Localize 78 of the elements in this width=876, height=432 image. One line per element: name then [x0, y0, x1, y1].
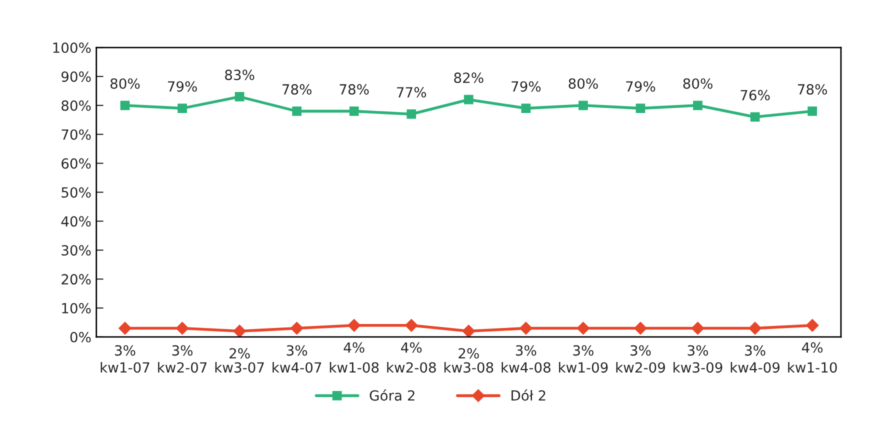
legend-label: Dół 2: [512, 389, 546, 401]
point: [464, 94, 474, 104]
point: [750, 112, 760, 122]
data-label: 4%: [344, 342, 364, 353]
point: [404, 318, 418, 332]
point: [406, 109, 416, 119]
data-label: 3%: [573, 345, 594, 356]
data-label: 78%: [798, 84, 827, 95]
data-label: 3%: [172, 345, 193, 356]
data-label: 3%: [745, 345, 766, 356]
x-tick-label: kw1-08: [330, 362, 379, 373]
data-label: 3%: [688, 345, 708, 356]
data-label: 76%: [740, 90, 770, 100]
point: [691, 322, 704, 335]
data-label: 80%: [683, 78, 712, 89]
x-tick-label: kw4-07: [272, 362, 322, 373]
point: [636, 104, 646, 113]
x-tick-label: kw3-09: [674, 362, 722, 373]
x-tick-label: kw4-08: [502, 362, 550, 373]
x-tick-label: kw2-07: [158, 362, 207, 373]
y-tick-label: 60%: [62, 158, 91, 169]
point: [634, 322, 647, 335]
point: [234, 92, 244, 102]
x-tick-label: kw4-09: [730, 362, 780, 373]
point: [693, 100, 702, 110]
point: [118, 322, 132, 335]
data-label: 3%: [115, 345, 136, 356]
x-tick-label: kw2-09: [616, 362, 665, 373]
data-label: 79%: [512, 81, 541, 92]
y-tick-label: 70%: [62, 129, 91, 140]
y-tick-label: 90%: [62, 71, 91, 82]
point: [348, 318, 361, 332]
y-tick-label: 50%: [62, 187, 91, 198]
data-label: 3%: [630, 345, 651, 356]
data-label: 3%: [516, 345, 536, 356]
point: [462, 324, 476, 337]
x-tick-label: kw3-07: [215, 362, 264, 373]
data-label: 77%: [397, 87, 426, 98]
data-label: 80%: [110, 78, 140, 89]
x-tick-label: kw1-09: [559, 362, 608, 373]
data-label: 82%: [454, 72, 484, 84]
data-label: 4%: [401, 342, 422, 353]
data-label: 83%: [225, 70, 254, 80]
point: [178, 104, 187, 113]
legend-label: Góra 2: [370, 389, 414, 401]
y-tick-label: 20%: [62, 274, 91, 285]
point: [349, 106, 359, 116]
point: [806, 318, 819, 332]
point: [578, 100, 588, 110]
point: [292, 106, 302, 116]
y-tick-label: 100%: [53, 42, 91, 53]
data-label: 78%: [282, 84, 312, 95]
data-label: 4%: [802, 342, 823, 353]
data-label: 80%: [568, 78, 598, 89]
point: [233, 324, 246, 337]
y-tick-label: 10%: [62, 302, 91, 314]
y-tick-label: 0%: [70, 332, 91, 342]
point: [521, 104, 531, 113]
data-label: 79%: [626, 81, 656, 92]
x-tick-label: kw2-08: [387, 362, 436, 373]
point: [290, 322, 304, 335]
x-tick-label: kw1-10: [788, 362, 837, 373]
point: [808, 106, 818, 116]
data-label: 2%: [458, 348, 479, 359]
y-tick-label: 30%: [62, 245, 91, 256]
data-label: 79%: [168, 81, 197, 92]
point: [748, 322, 762, 335]
x-tick-label: kw1-07: [100, 362, 150, 373]
point: [176, 322, 189, 335]
point: [520, 322, 532, 335]
y-tick-label: 80%: [62, 100, 91, 111]
point: [120, 100, 130, 110]
x-tick-label: kw3-08: [444, 362, 494, 373]
point: [576, 322, 590, 335]
data-label: 2%: [230, 348, 250, 359]
data-label: 3%: [286, 345, 308, 356]
data-label: 78%: [340, 84, 369, 95]
y-tick-label: 40%: [61, 216, 91, 227]
